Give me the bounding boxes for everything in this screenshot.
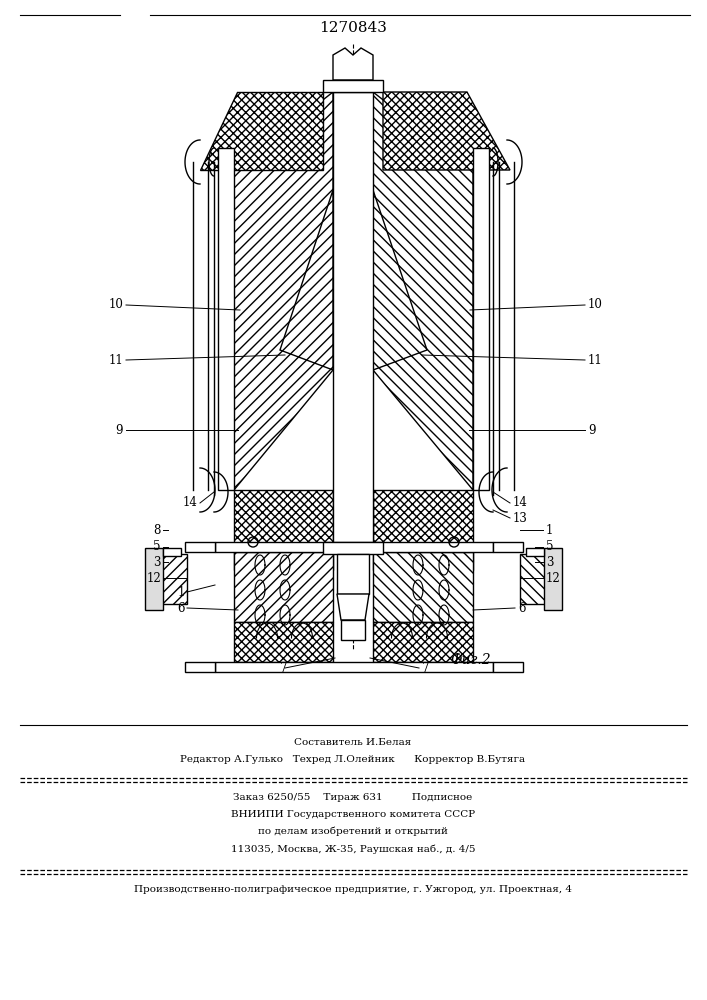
Text: 5: 5	[546, 540, 554, 554]
Text: 10: 10	[108, 298, 123, 312]
Polygon shape	[185, 662, 215, 672]
Text: 14: 14	[182, 496, 197, 510]
Polygon shape	[163, 548, 181, 556]
Text: 3: 3	[153, 556, 161, 568]
Text: Составитель И.Белая: Составитель И.Белая	[294, 738, 411, 747]
Polygon shape	[544, 548, 562, 610]
Text: 9: 9	[588, 424, 595, 436]
Text: 7: 7	[280, 662, 288, 674]
Text: 11: 11	[588, 354, 603, 366]
Text: 13: 13	[513, 512, 528, 524]
Text: 1: 1	[177, 585, 185, 598]
Polygon shape	[280, 190, 333, 370]
Polygon shape	[373, 622, 473, 662]
Polygon shape	[341, 620, 365, 640]
Polygon shape	[218, 148, 234, 490]
Text: 5: 5	[153, 540, 161, 554]
Polygon shape	[323, 80, 383, 92]
Polygon shape	[234, 92, 333, 490]
Polygon shape	[473, 148, 489, 490]
Polygon shape	[323, 542, 383, 554]
Text: 7: 7	[422, 662, 429, 674]
Text: по делам изобретений и открытий: по делам изобретений и открытий	[258, 827, 448, 836]
Text: 1270843: 1270843	[319, 21, 387, 35]
Text: Производственно-полиграфическое предприятие, г. Ужгород, ул. Проектная, 4: Производственно-полиграфическое предприя…	[134, 885, 572, 894]
Text: 9: 9	[115, 424, 123, 436]
Text: ВНИИПИ Государственного комитета СССР: ВНИИПИ Государственного комитета СССР	[231, 810, 475, 819]
Text: 113035, Москва, Ж-35, Раушская наб., д. 4/5: 113035, Москва, Ж-35, Раушская наб., д. …	[230, 844, 475, 854]
Text: 6: 6	[177, 601, 185, 614]
Polygon shape	[493, 542, 523, 552]
Text: 12: 12	[146, 572, 161, 584]
Polygon shape	[526, 548, 544, 556]
Polygon shape	[337, 594, 369, 620]
Polygon shape	[373, 190, 427, 370]
Polygon shape	[373, 92, 473, 490]
Text: 6: 6	[518, 601, 525, 614]
Text: 12: 12	[546, 572, 561, 584]
Text: 1: 1	[546, 524, 554, 536]
Polygon shape	[373, 552, 473, 622]
Polygon shape	[337, 554, 369, 594]
Text: Заказ 6250/55    Тираж 631         Подписное: Заказ 6250/55 Тираж 631 Подписное	[233, 793, 472, 802]
Polygon shape	[493, 662, 523, 672]
Text: 11: 11	[108, 354, 123, 366]
Polygon shape	[145, 548, 163, 610]
Polygon shape	[215, 542, 493, 552]
Text: 8: 8	[153, 524, 161, 536]
Polygon shape	[234, 490, 333, 570]
Polygon shape	[234, 552, 333, 622]
Polygon shape	[333, 48, 373, 80]
Text: Фиг.2: Фиг.2	[450, 653, 491, 667]
Polygon shape	[200, 92, 323, 170]
Polygon shape	[185, 542, 215, 552]
Text: 14: 14	[513, 496, 528, 510]
Polygon shape	[373, 490, 473, 570]
Polygon shape	[383, 92, 510, 170]
Polygon shape	[234, 622, 333, 662]
Polygon shape	[215, 662, 493, 672]
Text: 3: 3	[546, 556, 554, 568]
Text: Редактор А.Гулько   Техред Л.Олейник      Корректор В.Бутяга: Редактор А.Гулько Техред Л.Олейник Корре…	[180, 755, 525, 764]
Text: 10: 10	[588, 298, 603, 312]
Polygon shape	[333, 92, 373, 542]
Polygon shape	[520, 554, 550, 604]
Polygon shape	[157, 554, 187, 604]
